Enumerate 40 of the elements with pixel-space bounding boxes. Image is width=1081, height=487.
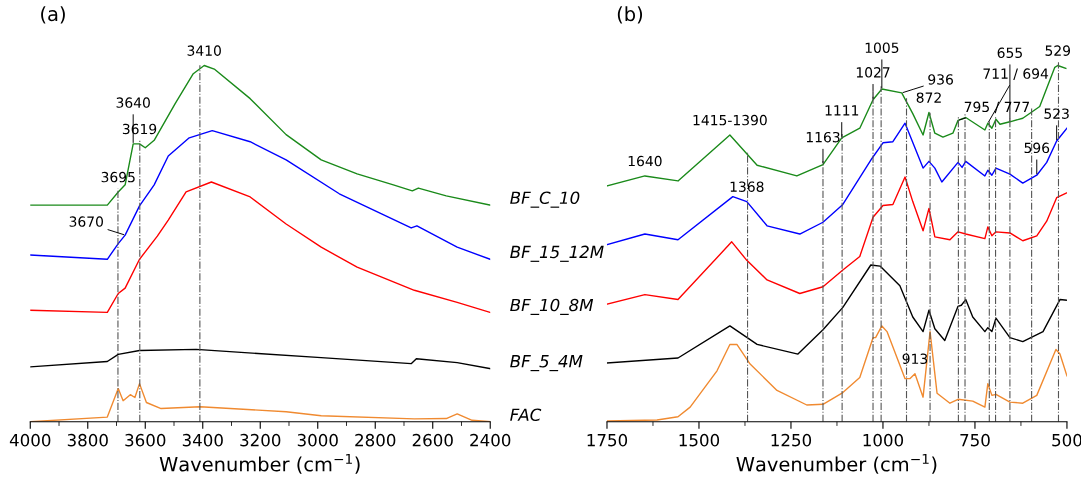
x-tick-label: 2800	[355, 433, 396, 447]
x-tick-label: 1500	[679, 433, 720, 447]
series-label: BF_15_12M	[510, 245, 604, 262]
annotation: 655	[997, 47, 1022, 58]
annotation: 711 / 694	[983, 68, 1049, 80]
x-tick-label: 3400	[182, 433, 223, 447]
x-tick-label: 3600	[125, 433, 166, 447]
annotation: 3670	[69, 216, 103, 227]
annotation: 936	[928, 74, 953, 85]
x-tick-label: 750	[960, 433, 990, 447]
series-label: BF_10_8M	[510, 298, 594, 315]
chart-title: (b)	[617, 6, 643, 24]
x-axis-title: Wavenumber (cm$^{−1}$)	[159, 453, 360, 474]
x-tick-label: 2600	[412, 433, 453, 447]
annotation: 1005	[865, 42, 899, 53]
x-tick-label: 3000	[297, 433, 338, 447]
x-tick-label: 3800	[67, 433, 108, 447]
annotation: 872	[916, 92, 941, 103]
annotation: 1640	[628, 155, 662, 167]
annotation: 1415-1390	[693, 114, 767, 126]
annotation: 1368	[730, 181, 764, 192]
x-axis-title: Wavenumber (cm$^{−1}$)	[736, 453, 937, 474]
annotation: 3410	[187, 45, 221, 56]
series-label: BF_5_4M	[510, 355, 583, 372]
annotation: 1163	[806, 131, 840, 143]
x-tick-label: 2400	[470, 433, 511, 447]
x-tick-label: 1250	[771, 433, 812, 447]
chart-title: (a)	[41, 6, 65, 24]
series-label: BF_C_10	[510, 191, 580, 208]
x-tick-label: 4000	[9, 433, 51, 447]
annotation: 3640	[116, 97, 150, 108]
annotation: 1111	[825, 105, 859, 116]
x-tick-label: 1750	[587, 433, 628, 447]
annotation: 529	[1045, 45, 1071, 56]
series-label: FAC	[510, 408, 542, 422]
annotation: 596	[1024, 142, 1050, 154]
annotation: 523	[1044, 108, 1069, 119]
x-tick-label: 3200	[240, 433, 281, 447]
x-tick-label: 1000	[863, 433, 904, 447]
x-tick-label: 500	[1052, 433, 1081, 447]
